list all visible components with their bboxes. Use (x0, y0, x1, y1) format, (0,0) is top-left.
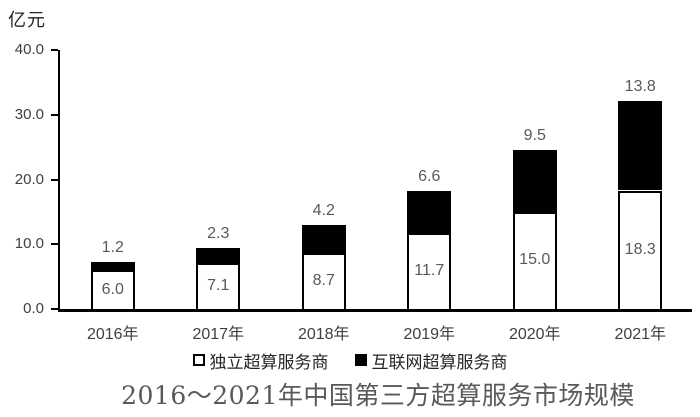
bar-value-label-internet: 4.2 (312, 202, 335, 220)
y-axis-tick-label: 0.0 (23, 300, 44, 317)
bar-segment-internet (512, 150, 557, 212)
y-axis-unit-label: 亿元 (8, 10, 46, 30)
bar-value-label-independent: 15.0 (519, 251, 551, 269)
y-axis-tick-mark (51, 49, 58, 51)
bar-value-label-internet: 1.2 (101, 239, 124, 257)
bar-value-label-independent: 6.0 (101, 280, 124, 298)
y-axis-tick-label: 30.0 (14, 105, 44, 123)
chart-legend: 独立超算服务商 互联网超算服务商 (0, 348, 700, 373)
bar-segment-independent (90, 270, 135, 311)
x-axis-category-label: 2016年 (86, 326, 139, 343)
x-axis-category-label: 2019年 (403, 326, 456, 343)
bar-segment-internet (618, 101, 663, 191)
bar-segment-internet (301, 225, 346, 253)
x-axis-category-label: 2021年 (614, 326, 667, 343)
bar-value-label-internet: 2.3 (207, 225, 230, 243)
chart-title: 2016～2021年中国第三方超算服务市场规模 (121, 381, 635, 410)
y-axis-tick-mark (51, 113, 58, 116)
bar-value-label-internet: 6.6 (418, 167, 441, 185)
legend-item: 独立超算服务商 (192, 348, 329, 373)
y-axis-tick-mark (51, 243, 58, 246)
bar-value-label-internet: 9.5 (523, 127, 546, 145)
y-axis-tick-label: 10.0 (14, 235, 44, 253)
legend-item: 互联网超算服务商 (354, 348, 508, 373)
bar-value-label-internet: 13.8 (624, 78, 656, 96)
y-axis-tick-label: 20.0 (14, 170, 44, 188)
bar-segment-internet (407, 190, 452, 234)
bar-segment-independent (196, 263, 241, 311)
x-axis-category-label: 2018年 (297, 326, 350, 343)
legend-label: 互联网超算服务商 (371, 352, 508, 372)
bar-value-label-independent: 11.7 (414, 262, 445, 280)
bar-segment-internet (90, 262, 135, 271)
bar-value-label-independent: 8.7 (312, 271, 335, 289)
legend-label: 独立超算服务商 (209, 352, 329, 372)
x-axis-line (58, 309, 692, 312)
bar-segment-independent (618, 190, 663, 311)
bar-segment-independent (407, 233, 452, 311)
y-axis-tick-mark (51, 178, 58, 181)
y-axis-tick-mark (51, 308, 58, 310)
y-axis-line (58, 50, 60, 312)
y-axis-tick-label: 40.0 (14, 41, 44, 58)
x-axis-category-label: 2017年 (192, 326, 245, 343)
bar-value-label-independent: 18.3 (624, 240, 656, 258)
bar-segment-independent (512, 211, 557, 311)
legend-swatch-black-icon (354, 354, 367, 366)
x-axis-category-label: 2020年 (508, 326, 561, 343)
bar-value-label-independent: 7.1 (207, 277, 230, 294)
bar-segment-internet (196, 248, 241, 264)
bar-segment-independent (301, 252, 346, 311)
legend-swatch-white-icon (192, 354, 205, 366)
